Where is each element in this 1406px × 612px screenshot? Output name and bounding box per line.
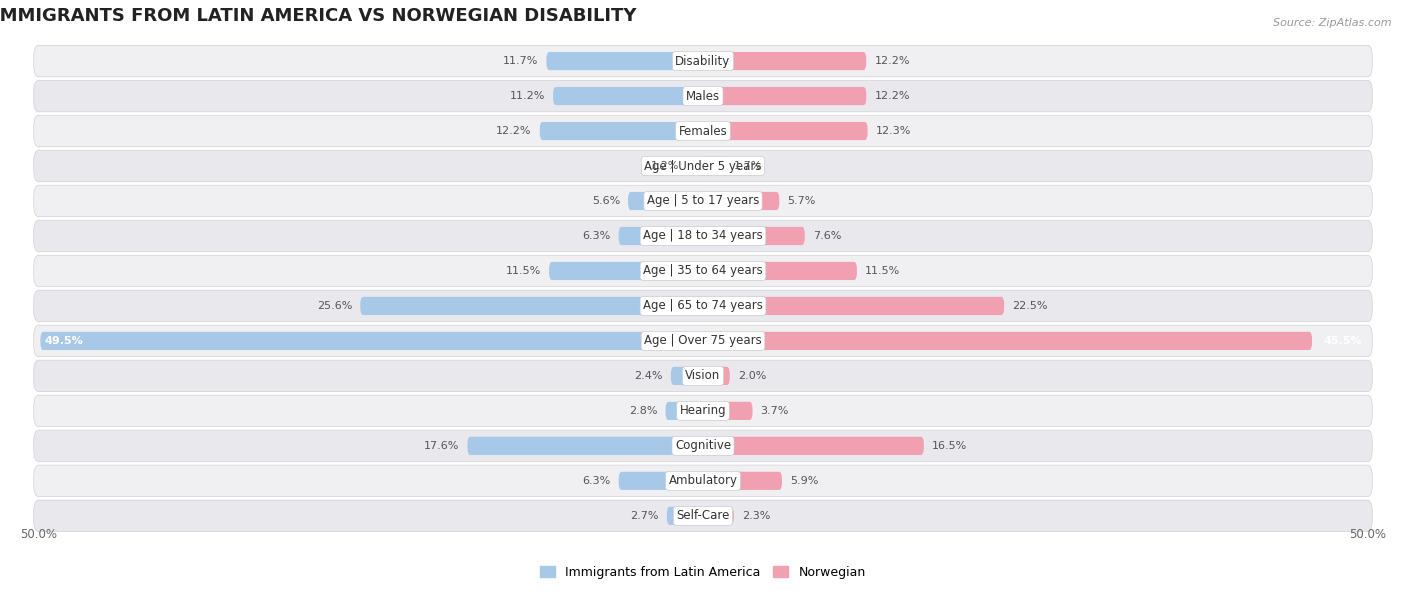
Text: Ambulatory: Ambulatory	[668, 474, 738, 487]
FancyBboxPatch shape	[34, 185, 1372, 217]
FancyBboxPatch shape	[703, 192, 779, 210]
Text: 2.0%: 2.0%	[738, 371, 766, 381]
Text: Females: Females	[679, 124, 727, 138]
Text: Age | 18 to 34 years: Age | 18 to 34 years	[643, 230, 763, 242]
Text: 12.2%: 12.2%	[496, 126, 531, 136]
FancyBboxPatch shape	[41, 332, 703, 350]
Text: 5.6%: 5.6%	[592, 196, 620, 206]
FancyBboxPatch shape	[34, 500, 1372, 532]
FancyBboxPatch shape	[34, 45, 1372, 77]
FancyBboxPatch shape	[703, 227, 804, 245]
FancyBboxPatch shape	[703, 157, 725, 175]
FancyBboxPatch shape	[34, 151, 1372, 182]
Text: 17.6%: 17.6%	[425, 441, 460, 451]
FancyBboxPatch shape	[34, 395, 1372, 427]
Text: 50.0%: 50.0%	[1348, 528, 1386, 541]
FancyBboxPatch shape	[34, 465, 1372, 496]
FancyBboxPatch shape	[703, 437, 924, 455]
FancyBboxPatch shape	[703, 297, 1004, 315]
FancyBboxPatch shape	[360, 297, 703, 315]
FancyBboxPatch shape	[34, 255, 1372, 286]
FancyBboxPatch shape	[467, 437, 703, 455]
Text: 5.7%: 5.7%	[787, 196, 815, 206]
FancyBboxPatch shape	[666, 507, 703, 525]
Text: Cognitive: Cognitive	[675, 439, 731, 452]
Text: Self-Care: Self-Care	[676, 509, 730, 522]
Text: Disability: Disability	[675, 54, 731, 67]
FancyBboxPatch shape	[34, 220, 1372, 252]
FancyBboxPatch shape	[547, 52, 703, 70]
FancyBboxPatch shape	[703, 122, 868, 140]
Text: Vision: Vision	[685, 370, 721, 382]
FancyBboxPatch shape	[34, 115, 1372, 147]
Text: 16.5%: 16.5%	[932, 441, 967, 451]
Text: 12.2%: 12.2%	[875, 56, 910, 66]
Text: 12.2%: 12.2%	[875, 91, 910, 101]
Text: 12.3%: 12.3%	[876, 126, 911, 136]
Text: 11.2%: 11.2%	[509, 91, 546, 101]
Text: Source: ZipAtlas.com: Source: ZipAtlas.com	[1274, 18, 1392, 28]
Text: 1.7%: 1.7%	[734, 161, 762, 171]
Text: 22.5%: 22.5%	[1012, 301, 1047, 311]
FancyBboxPatch shape	[540, 122, 703, 140]
FancyBboxPatch shape	[703, 472, 782, 490]
FancyBboxPatch shape	[703, 262, 856, 280]
FancyBboxPatch shape	[550, 262, 703, 280]
FancyBboxPatch shape	[34, 360, 1372, 392]
FancyBboxPatch shape	[619, 472, 703, 490]
FancyBboxPatch shape	[703, 367, 730, 385]
Text: 11.7%: 11.7%	[503, 56, 538, 66]
FancyBboxPatch shape	[34, 430, 1372, 461]
Text: 7.6%: 7.6%	[813, 231, 841, 241]
Text: 49.5%: 49.5%	[45, 336, 83, 346]
FancyBboxPatch shape	[703, 87, 866, 105]
FancyBboxPatch shape	[665, 402, 703, 420]
Text: 2.3%: 2.3%	[742, 511, 770, 521]
Text: 11.5%: 11.5%	[865, 266, 900, 276]
Text: 45.5%: 45.5%	[1323, 336, 1361, 346]
FancyBboxPatch shape	[671, 367, 703, 385]
FancyBboxPatch shape	[703, 402, 752, 420]
Text: 6.3%: 6.3%	[582, 231, 610, 241]
FancyBboxPatch shape	[34, 80, 1372, 112]
Text: Age | Under 5 years: Age | Under 5 years	[644, 160, 762, 173]
Text: 6.3%: 6.3%	[582, 476, 610, 486]
Text: IMMIGRANTS FROM LATIN AMERICA VS NORWEGIAN DISABILITY: IMMIGRANTS FROM LATIN AMERICA VS NORWEGI…	[0, 7, 637, 25]
Text: 25.6%: 25.6%	[316, 301, 353, 311]
Text: 2.4%: 2.4%	[634, 371, 662, 381]
Legend: Immigrants from Latin America, Norwegian: Immigrants from Latin America, Norwegian	[536, 561, 870, 584]
Text: 50.0%: 50.0%	[20, 528, 58, 541]
FancyBboxPatch shape	[628, 192, 703, 210]
Text: 2.7%: 2.7%	[630, 511, 659, 521]
Text: Age | 35 to 64 years: Age | 35 to 64 years	[643, 264, 763, 277]
FancyBboxPatch shape	[619, 227, 703, 245]
Text: 5.9%: 5.9%	[790, 476, 818, 486]
Text: Males: Males	[686, 89, 720, 103]
Text: 11.5%: 11.5%	[506, 266, 541, 276]
Text: Age | Over 75 years: Age | Over 75 years	[644, 334, 762, 348]
FancyBboxPatch shape	[553, 87, 703, 105]
Text: Hearing: Hearing	[679, 405, 727, 417]
FancyBboxPatch shape	[688, 157, 703, 175]
FancyBboxPatch shape	[34, 325, 1372, 357]
Text: Age | 65 to 74 years: Age | 65 to 74 years	[643, 299, 763, 313]
FancyBboxPatch shape	[703, 52, 866, 70]
Text: 1.2%: 1.2%	[651, 161, 679, 171]
FancyBboxPatch shape	[34, 290, 1372, 322]
Text: 3.7%: 3.7%	[761, 406, 789, 416]
Text: 2.8%: 2.8%	[628, 406, 658, 416]
Text: Age | 5 to 17 years: Age | 5 to 17 years	[647, 195, 759, 207]
FancyBboxPatch shape	[703, 507, 734, 525]
FancyBboxPatch shape	[703, 332, 1312, 350]
